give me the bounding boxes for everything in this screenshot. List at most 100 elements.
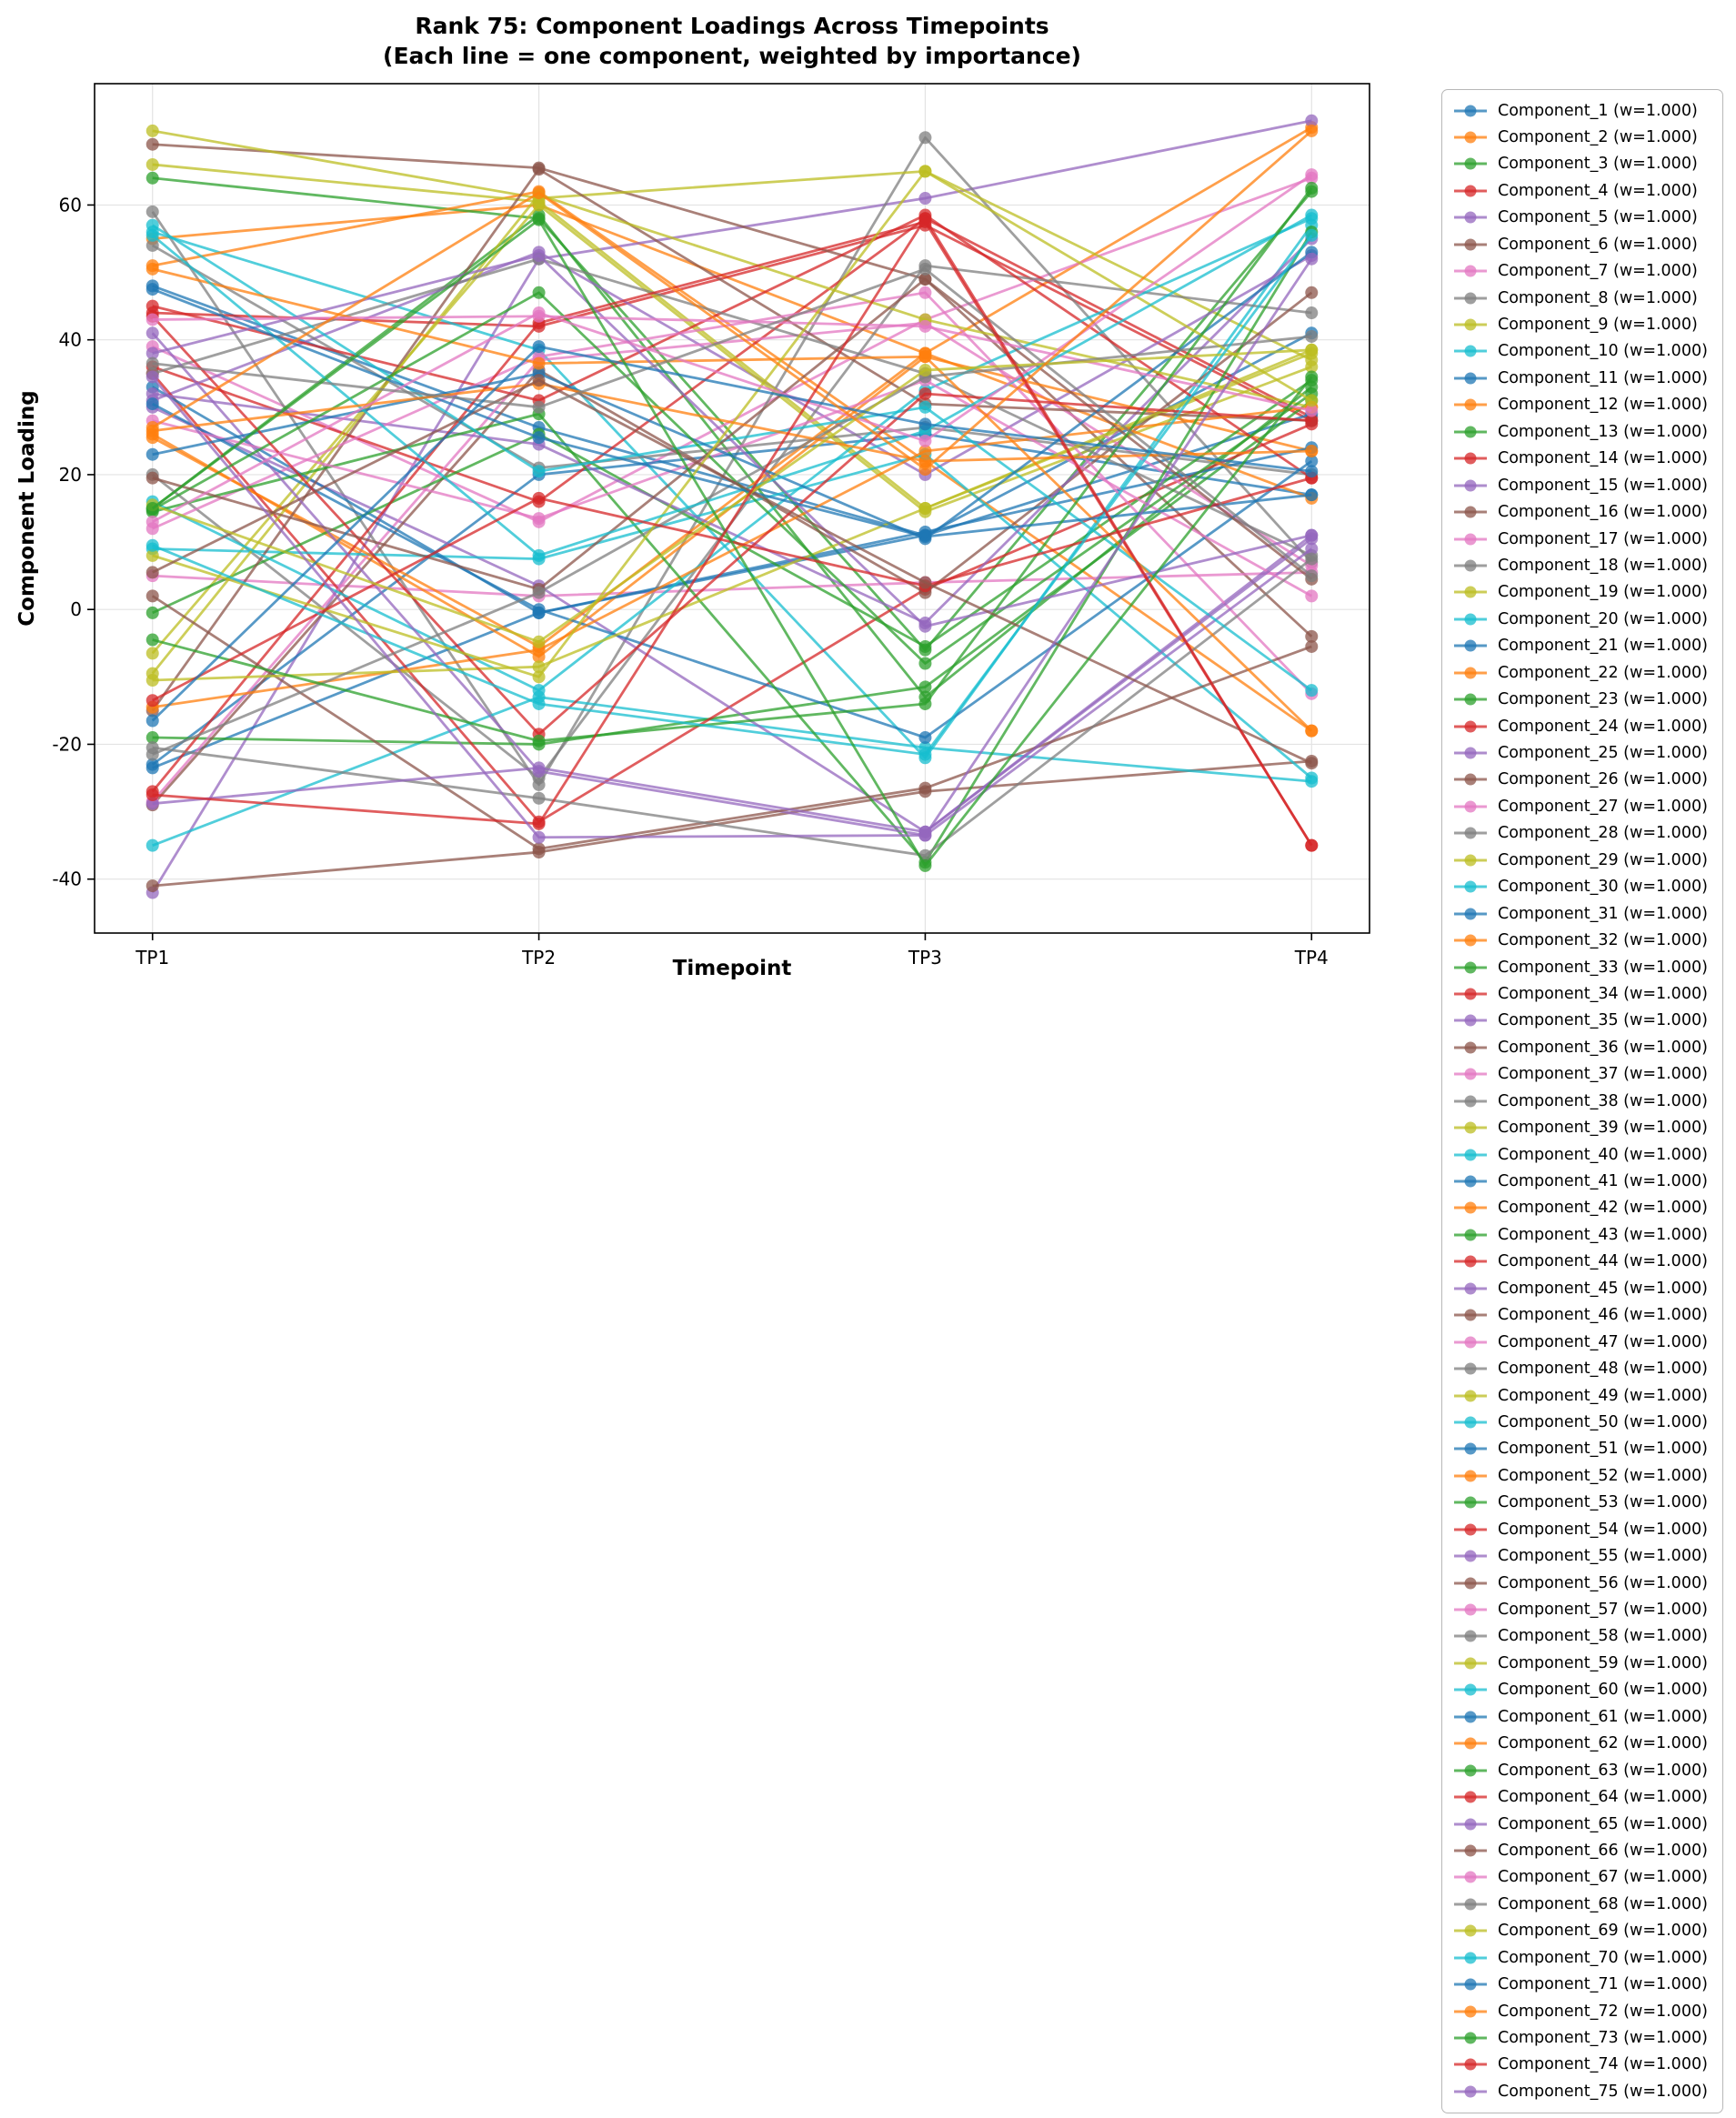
series-marker	[532, 830, 546, 844]
legend-item: Component_55 (w=1.000)	[1451, 1543, 1713, 1570]
legend-item: Component_46 (w=1.000)	[1451, 1302, 1713, 1329]
series-marker	[918, 576, 932, 589]
legend-label: Component_1 (w=1.000)	[1498, 101, 1698, 120]
legend-item: Component_72 (w=1.000)	[1451, 1998, 1713, 2024]
series-marker	[532, 512, 546, 526]
legend-label: Component_2 (w=1.000)	[1498, 127, 1698, 146]
legend-marker-icon	[1454, 1683, 1487, 1696]
legend-label: Component_62 (w=1.000)	[1498, 1734, 1708, 1753]
series-line	[152, 190, 1313, 732]
legend-item: Component_43 (w=1.000)	[1451, 1221, 1713, 1248]
series-line	[152, 214, 1313, 479]
series-line	[152, 382, 1312, 463]
series-line	[151, 332, 1313, 837]
legend-label: Component_21 (w=1.000)	[1498, 637, 1708, 656]
legend-label: Component_18 (w=1.000)	[1498, 556, 1708, 575]
series-marker	[146, 238, 159, 252]
legend-item: Component_9 (w=1.000)	[1451, 312, 1713, 338]
chart-title-line1: Rank 75: Component Loadings Across Timep…	[415, 13, 1049, 39]
legend-label: Component_13 (w=1.000)	[1498, 422, 1708, 441]
series-marker	[918, 530, 932, 544]
legend-marker-icon	[1454, 1924, 1487, 1937]
legend-marker-icon	[1454, 1282, 1487, 1295]
series-marker	[532, 586, 546, 599]
series-marker	[532, 670, 546, 684]
series-line	[152, 557, 1313, 858]
legend-label: Component_5 (w=1.000)	[1498, 208, 1698, 227]
series-marker	[532, 684, 546, 698]
legend-label: Component_19 (w=1.000)	[1498, 583, 1708, 602]
series-marker	[146, 356, 159, 370]
series-marker	[146, 447, 159, 461]
series-marker	[1305, 394, 1319, 407]
series-line	[152, 291, 1313, 665]
x-tick-label: TP2	[521, 947, 556, 969]
legend-item: Component_15 (w=1.000)	[1451, 472, 1713, 498]
legend-item: Component_58 (w=1.000)	[1451, 1623, 1713, 1650]
legend-marker-icon	[1454, 1550, 1487, 1562]
legend-item: Component_42 (w=1.000)	[1451, 1195, 1713, 1221]
legend-label: Component_43 (w=1.000)	[1498, 1225, 1708, 1244]
legend-item: Component_35 (w=1.000)	[1451, 1008, 1713, 1034]
y-tick-label: 0	[70, 598, 82, 620]
series-line	[152, 267, 1313, 577]
legend-marker-icon	[1454, 292, 1487, 305]
legend-item: Component_66 (w=1.000)	[1451, 1837, 1713, 1863]
legend-item: Component_59 (w=1.000)	[1451, 1650, 1713, 1676]
series-marker	[146, 761, 159, 775]
series-marker	[918, 165, 932, 178]
legend-label: Component_75 (w=1.000)	[1498, 2082, 1708, 2101]
series-line	[152, 173, 1313, 524]
legend-marker-icon	[1454, 265, 1487, 277]
legend-item: Component_69 (w=1.000)	[1451, 1918, 1713, 1944]
series-marker	[918, 386, 932, 400]
legend-label: Component_15 (w=1.000)	[1498, 476, 1708, 495]
series-marker	[532, 465, 546, 478]
series-marker	[918, 212, 932, 226]
legend-marker-icon	[1454, 1818, 1487, 1830]
legend-label: Component_74 (w=1.000)	[1498, 2055, 1708, 2074]
series-line	[151, 136, 1313, 787]
series-marker	[918, 781, 932, 795]
legend-marker-icon	[1454, 1737, 1487, 1750]
legend-label: Component_54 (w=1.000)	[1498, 1520, 1708, 1539]
legend-marker-icon	[1454, 613, 1487, 626]
series-marker	[532, 603, 546, 617]
series-line	[152, 187, 1313, 743]
series-line	[152, 402, 1313, 739]
series-marker	[146, 370, 159, 384]
series-marker	[532, 286, 546, 299]
series-marker	[1305, 757, 1319, 770]
legend-marker-icon	[1454, 1014, 1487, 1027]
series-marker	[1305, 724, 1319, 738]
series-marker	[146, 589, 159, 603]
legend-label: Component_34 (w=1.000)	[1498, 984, 1708, 1003]
legend-item: Component_41 (w=1.000)	[1451, 1169, 1713, 1195]
legend-item: Component_11 (w=1.000)	[1451, 365, 1713, 391]
legend-marker-icon	[1454, 1095, 1487, 1108]
series-marker	[146, 731, 159, 745]
series-marker	[146, 397, 159, 411]
series-marker	[532, 842, 546, 856]
legend-label: Component_9 (w=1.000)	[1498, 316, 1698, 334]
axis-ticks	[87, 204, 1313, 940]
series-marker	[146, 218, 159, 232]
series-marker	[1305, 488, 1319, 502]
series-marker	[146, 205, 159, 218]
legend-label: Component_40 (w=1.000)	[1498, 1145, 1708, 1164]
series-line	[152, 378, 1312, 597]
legend-marker-icon	[1454, 988, 1487, 1000]
legend-marker-icon	[1454, 1362, 1487, 1375]
series-marker	[532, 491, 546, 505]
series-line	[152, 216, 1313, 847]
legend-label: Component_4 (w=1.000)	[1498, 181, 1698, 200]
series-marker	[1305, 360, 1319, 374]
series-marker	[532, 186, 546, 200]
legend-marker-icon	[1454, 398, 1487, 411]
series-line	[152, 244, 1312, 477]
series-marker	[1305, 329, 1319, 343]
legend-item: Component_64 (w=1.000)	[1451, 1784, 1713, 1811]
series-marker	[146, 137, 159, 151]
series-line	[151, 193, 1312, 675]
series-marker	[146, 299, 159, 313]
